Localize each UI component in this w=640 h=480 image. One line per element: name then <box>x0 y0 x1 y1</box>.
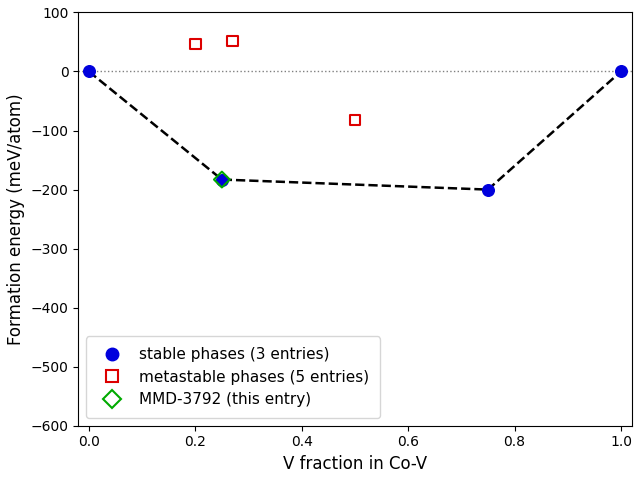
Point <box>350 116 360 124</box>
Y-axis label: Formation energy (meV/atom): Formation energy (meV/atom) <box>7 93 25 345</box>
X-axis label: V fraction in Co-V: V fraction in Co-V <box>283 455 427 473</box>
Point <box>190 40 200 48</box>
Point <box>483 186 493 193</box>
Point <box>616 68 626 75</box>
Legend: stable phases (3 entries), metastable phases (5 entries), MMD-3792 (this entry): stable phases (3 entries), metastable ph… <box>86 336 380 418</box>
Point <box>227 37 237 45</box>
Point <box>84 68 94 75</box>
Point <box>217 176 227 183</box>
Point <box>217 176 227 183</box>
